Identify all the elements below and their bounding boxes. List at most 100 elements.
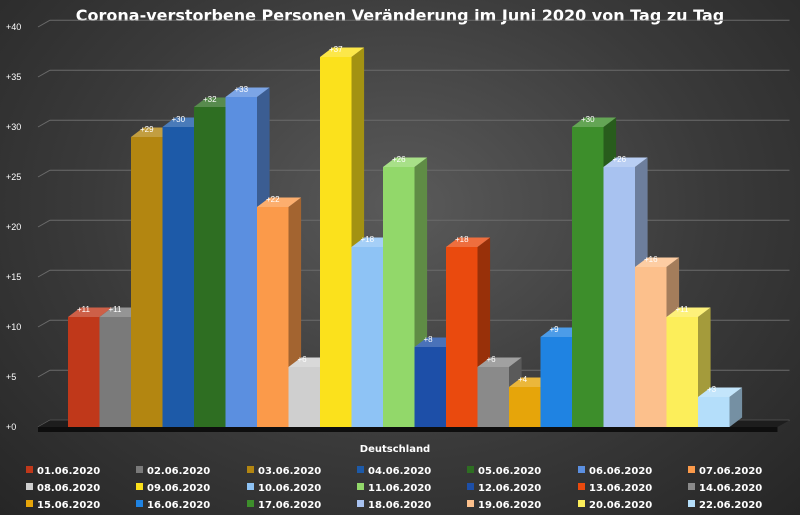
y-tick-label: +10 [6,322,21,332]
data-label: +33 [235,85,249,94]
data-label: +8 [424,335,434,344]
bar[interactable] [603,167,636,427]
legend-swatch [136,466,143,473]
bar[interactable] [414,347,447,427]
bar[interactable] [635,267,667,427]
data-label: +3 [707,385,717,394]
legend-label: 08.06.2020 [37,483,100,494]
legend-label: 07.06.2020 [699,466,762,477]
legend-label: 18.06.2020 [368,500,431,511]
gridline-depth [37,219,51,228]
gridline-depth [37,19,51,28]
legend-label: 12.06.2020 [478,483,541,494]
legend-swatch [578,500,585,507]
legend-swatch [247,483,254,490]
legend-swatch [247,466,254,473]
bar-top [225,87,270,97]
data-label: +30 [581,115,595,124]
bar-top [666,307,711,317]
data-label: +37 [329,45,343,54]
bar-top [257,197,302,207]
legend-label: 11.06.2020 [368,483,431,494]
bar[interactable] [351,247,384,427]
legend-label: 03.06.2020 [258,466,321,477]
legend-swatch [357,466,364,473]
bar[interactable] [99,317,132,427]
legend-label: 20.06.2020 [589,500,652,511]
bar-top [68,307,113,317]
bar[interactable] [572,127,604,427]
bar[interactable] [131,137,163,427]
bar[interactable] [477,367,510,427]
legend-label: 19.06.2020 [478,500,541,511]
data-label: +4 [518,375,528,384]
legend-swatch [247,500,254,507]
y-tick-label: +25 [6,172,21,182]
legend-label: 06.06.2020 [589,466,652,477]
bar-top [572,117,617,127]
legend-swatch [136,500,143,507]
legend-label: 17.06.2020 [258,500,321,511]
bar[interactable] [540,337,573,427]
bar[interactable] [288,367,321,427]
data-label: +11 [676,305,690,314]
bar-top [383,157,428,167]
legend-label: 09.06.2020 [147,483,210,494]
bar-top [477,357,522,367]
legend-swatch [578,483,585,490]
bar[interactable] [225,97,258,427]
bar[interactable] [509,387,541,427]
gridline-depth [37,369,51,378]
bar-top [698,387,743,397]
data-label: +18 [361,235,375,244]
gridline-depth [37,69,51,78]
legend-label: 16.06.2020 [147,500,210,511]
legend-swatch [26,483,33,490]
legend-label: 04.06.2020 [368,466,431,477]
legend-label: 10.06.2020 [258,483,321,494]
bar[interactable] [666,317,699,427]
data-label: +9 [550,325,560,334]
y-tick-label: +0 [6,422,16,432]
bar[interactable] [383,167,415,427]
legend-swatch [357,500,364,507]
bar[interactable] [68,317,100,427]
bar[interactable] [320,57,352,427]
gridline-depth [37,119,51,128]
bar-top [603,157,648,167]
bar[interactable] [446,247,478,427]
x-category-label: Deutschland [360,444,430,455]
legend-label: 22.06.2020 [699,500,762,511]
y-tick-label: +30 [6,122,21,132]
data-label: +30 [172,115,186,124]
data-label: +11 [77,305,91,314]
legend-label: 01.06.2020 [37,466,100,477]
legend-swatch [578,466,585,473]
legend-swatch [688,483,695,490]
bar[interactable] [162,127,195,427]
legend-label: 14.06.2020 [699,483,762,494]
legend-label: 02.06.2020 [147,466,210,477]
bar-top [446,237,491,247]
gridline-depth [37,319,51,328]
gridline-depth [37,269,51,278]
legend-swatch [26,466,33,473]
data-label: +18 [455,235,469,244]
bar[interactable] [194,107,226,427]
legend-swatch [26,500,33,507]
legend-swatch [467,466,474,473]
y-tick-label: +20 [6,222,21,232]
data-label: +26 [613,155,627,164]
y-tick-label: +5 [6,372,16,382]
data-label: +11 [109,305,123,314]
bar-top [320,47,365,57]
gridline-depth [37,169,51,178]
legend-label: 05.06.2020 [478,466,541,477]
bar[interactable] [257,207,289,427]
y-tick-label: +40 [6,22,21,32]
y-tick-label: +35 [6,72,21,82]
bar[interactable] [698,397,730,427]
data-label: +29 [140,125,154,134]
legend-swatch [688,500,695,507]
bar-top [635,257,680,267]
